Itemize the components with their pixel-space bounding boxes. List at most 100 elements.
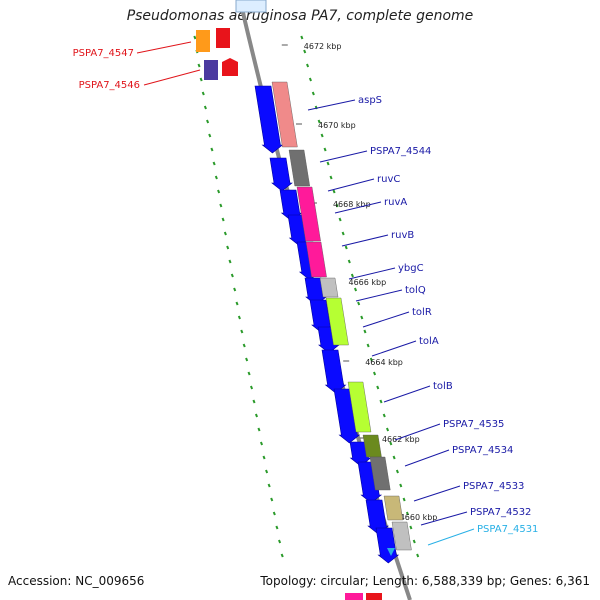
gene-label-leader-line [334, 201, 382, 214]
gc-content-dash [402, 497, 406, 502]
gene-label-pspa7_4531[interactable]: PSPA7_4531 [477, 524, 538, 535]
gene-label-pspa7_4544[interactable]: PSPA7_4544 [370, 146, 431, 157]
gene-label-tolb[interactable]: tolB [433, 381, 453, 392]
cog-feature-box[interactable] [325, 297, 349, 346]
gc-skew-dash [278, 539, 282, 544]
gene-label-tolq[interactable]: tolQ [405, 285, 426, 296]
gc-content-dash [308, 77, 312, 82]
cog-feature-box[interactable] [296, 186, 321, 242]
gc-content-dash [373, 371, 377, 376]
cog-feature-box[interactable] [319, 277, 339, 298]
gc-skew-dash [206, 119, 210, 124]
kbp-tick-label: 4666 kbp [349, 278, 387, 287]
reverse-cds-box[interactable] [204, 60, 218, 80]
cog-feature-box[interactable] [369, 456, 391, 491]
gene-label-pspa7_4532[interactable]: PSPA7_4532 [470, 507, 531, 518]
gc-content-dash [369, 357, 373, 362]
gene-label-tola[interactable]: tolA [419, 336, 439, 347]
gc-content-dash [332, 189, 336, 194]
gc-skew-dash [226, 245, 230, 250]
gene-label-asps[interactable]: aspS [358, 95, 382, 106]
gene-label-ybgc[interactable]: ybgC [398, 263, 424, 274]
gene-label-leader-line [394, 423, 441, 441]
gc-content-dash [399, 483, 403, 488]
gene-label-leader-line [413, 485, 461, 502]
gene-label-leader-line [420, 511, 468, 526]
gc-skew-dash [217, 189, 221, 194]
gc-content-dash [360, 315, 364, 320]
forward-cds-arrow[interactable] [375, 527, 400, 564]
gc-content-dash [306, 63, 310, 68]
gene-label-ruvb[interactable]: ruvB [391, 230, 414, 241]
gene-label-leader-line [143, 69, 201, 86]
reverse-cds-box[interactable] [216, 28, 230, 48]
gene-label-pspa7_4533[interactable]: PSPA7_4533 [463, 481, 524, 492]
gene-label-leader-line [307, 99, 356, 111]
cog-feature-box[interactable] [347, 381, 372, 433]
gc-skew-dash [262, 455, 266, 460]
gc-content-dash [382, 413, 386, 418]
gc-skew-dash [257, 427, 261, 432]
gc-skew-dash [250, 385, 254, 390]
reverse-cds-arrow[interactable] [222, 58, 238, 76]
gene-label-leader-line [404, 449, 450, 467]
forward-cds-arrow[interactable] [254, 85, 284, 154]
cog-feature-box[interactable] [383, 495, 404, 521]
gc-skew-dash [270, 497, 274, 502]
gc-content-dash [389, 441, 393, 446]
gc-skew-dash [201, 91, 205, 96]
forward-cds-arrow[interactable] [269, 157, 293, 192]
cropped-feature-box [235, 0, 267, 13]
gc-content-dash [353, 287, 358, 292]
gene-label-leader-line [319, 150, 368, 163]
gene-label-tolr[interactable]: tolR [412, 307, 432, 318]
gc-content-dash [323, 147, 327, 152]
selected-gene-arrow [387, 548, 395, 556]
cog-feature-box[interactable] [305, 241, 327, 278]
gene-label-leader-line [348, 267, 396, 280]
gene-label-pspa7_4535[interactable]: PSPA7_4535 [443, 419, 504, 430]
cropped-feature-box [345, 593, 363, 600]
gc-skew-dash [230, 273, 234, 278]
gc-content-dash [329, 175, 333, 180]
gc-content-dash [376, 385, 380, 390]
kbp-tick-label: 4672 kbp [304, 42, 342, 51]
gene-label-pspa7_4546[interactable]: PSPA7_4546 [79, 80, 140, 91]
kbp-tick-label: 4670 kbp [318, 121, 356, 130]
gc-skew-dash [193, 35, 197, 40]
gene-label-leader-line [327, 178, 375, 192]
gc-content-dash [379, 399, 383, 404]
accession-text: Accession: NC_009656 [8, 574, 145, 588]
cog-feature-box[interactable] [391, 521, 412, 551]
gc-content-dash [338, 217, 342, 222]
gc-skew-dash [275, 525, 279, 530]
cog-feature-box[interactable] [288, 149, 310, 187]
gc-content-dash [311, 91, 315, 96]
gc-skew-dash [219, 203, 223, 208]
gc-skew-dash [247, 371, 251, 376]
gc-skew-dash [233, 287, 237, 292]
gene-label-ruva[interactable]: ruvA [384, 197, 407, 208]
gene-label-leader-line [136, 41, 192, 54]
gc-content-dash [409, 525, 413, 530]
kbp-tick-label: 4660 kbp [400, 513, 438, 522]
gene-label-ruvc[interactable]: ruvC [377, 174, 400, 185]
map-title: Pseudomonas aeruginosa PA7, complete gen… [126, 8, 474, 24]
gc-skew-dash [203, 105, 207, 110]
cog-feature-box[interactable] [271, 81, 298, 148]
gc-skew-dash [223, 231, 227, 236]
cropped-feature-box [366, 593, 382, 600]
gc-content-dash [412, 539, 416, 544]
gc-skew-dash [267, 483, 271, 488]
gc-skew-dash [212, 161, 216, 166]
gene-label-pspa7_4534[interactable]: PSPA7_4534 [452, 445, 513, 456]
reverse-cds-box[interactable] [196, 30, 210, 52]
gc-skew-dash [254, 413, 259, 418]
gene-label-leader-line [341, 234, 389, 247]
forward-cds-arrow[interactable] [321, 349, 347, 394]
gene-label-pspa7_4547[interactable]: PSPA7_4547 [73, 48, 134, 59]
gc-skew-dash [237, 315, 241, 320]
gc-content-dash [344, 245, 348, 250]
